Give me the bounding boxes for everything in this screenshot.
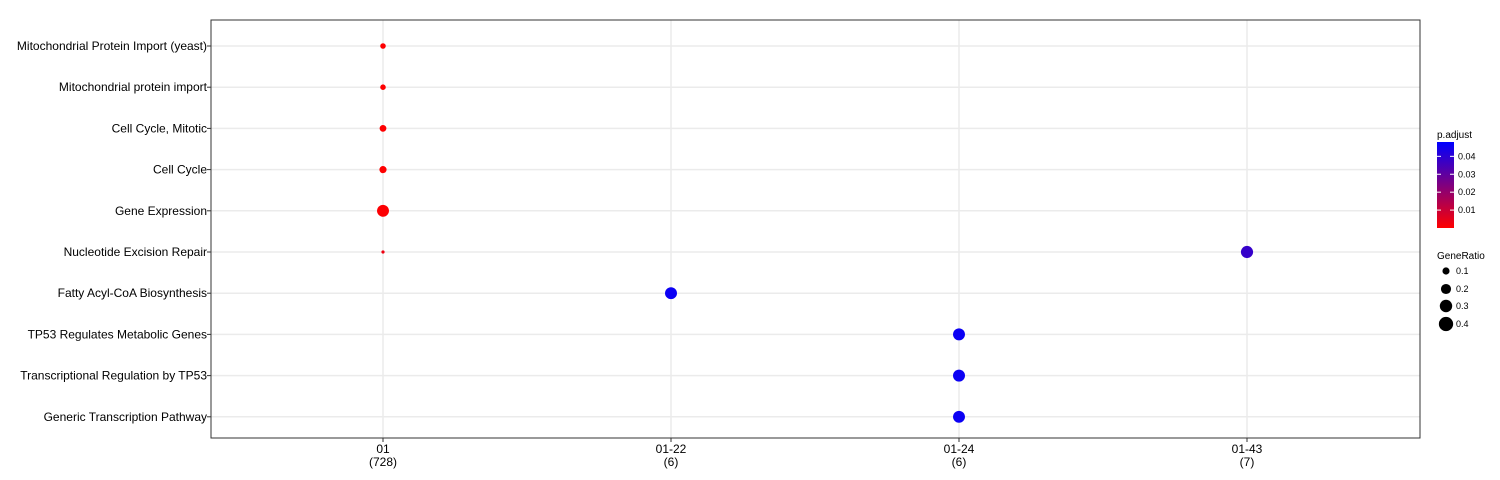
size-legend-dot [1442,267,1450,275]
data-point [953,410,965,423]
data-point [379,166,387,174]
data-point [377,204,389,217]
data-point [665,287,677,300]
data-point [380,43,386,49]
y-tick-label: Generic Transcription Pathway [44,410,207,424]
p-adjust-legend: p.adjust 0.04 0.03 0.02 0.01 [1437,130,1476,228]
size-legend-label: 0.2 [1456,284,1469,294]
x-tick-label: 01-43 [1232,442,1263,456]
data-point [1240,245,1254,259]
y-tick-label: Mitochondrial protein import [59,80,208,94]
x-tick-count-label: (6) [952,455,967,469]
size-legend-dot [1440,283,1452,295]
y-tick-label: Nucleotide Excision Repair [64,245,207,259]
y-tick-label: Transcriptional Regulation by TP53 [20,369,207,383]
data-point [953,328,965,341]
colorbar-tick-label: 0.03 [1458,169,1476,179]
gene-ratio-legend-title: GeneRatio [1437,251,1485,262]
colorbar-tick-label: 0.02 [1458,187,1476,197]
data-point [379,125,387,132]
x-axis: 01(728)01-22(6)01-24(6)01-43(7) [369,438,1263,469]
x-tick-label: 01 [376,442,390,456]
data-point [953,369,965,382]
size-legend-dot [1438,316,1454,332]
p-adjust-legend-title: p.adjust [1437,130,1472,141]
y-tick-label: TP53 Regulates Metabolic Genes [28,327,207,341]
colorbar-tick-label: 0.04 [1458,151,1476,161]
colorbar-tick-label: 0.01 [1458,205,1476,215]
y-tick-label: Cell Cycle [153,163,207,177]
p-adjust-colorbar [1437,142,1454,228]
size-legend-label: 0.3 [1456,301,1469,311]
x-tick-count-label: (7) [1240,455,1255,469]
size-legend-label: 0.4 [1456,319,1469,329]
size-legend-label: 0.1 [1456,266,1469,276]
x-tick-count-label: (6) [664,455,679,469]
plot-panel-border [210,19,1421,439]
data-point [380,84,386,90]
gene-ratio-legend: GeneRatio 0.1 0.2 0.3 0.4 [1437,251,1485,332]
y-tick-label: Cell Cycle, Mitotic [112,121,207,135]
y-tick-label: Gene Expression [115,204,207,218]
y-tick-label: Fatty Acyl-CoA Biosynthesis [58,286,207,300]
x-tick-label: 01-24 [944,442,975,456]
data-points [377,43,1254,423]
grid-lines [211,20,1420,438]
x-tick-count-label: (728) [369,455,397,469]
x-tick-label: 01-22 [656,442,687,456]
size-legend-dot [1439,299,1453,313]
y-axis: Mitochondrial Protein Import (yeast) Mito… [17,39,211,424]
data-point [381,250,385,254]
y-tick-label: Mitochondrial Protein Import (yeast) [17,39,207,53]
